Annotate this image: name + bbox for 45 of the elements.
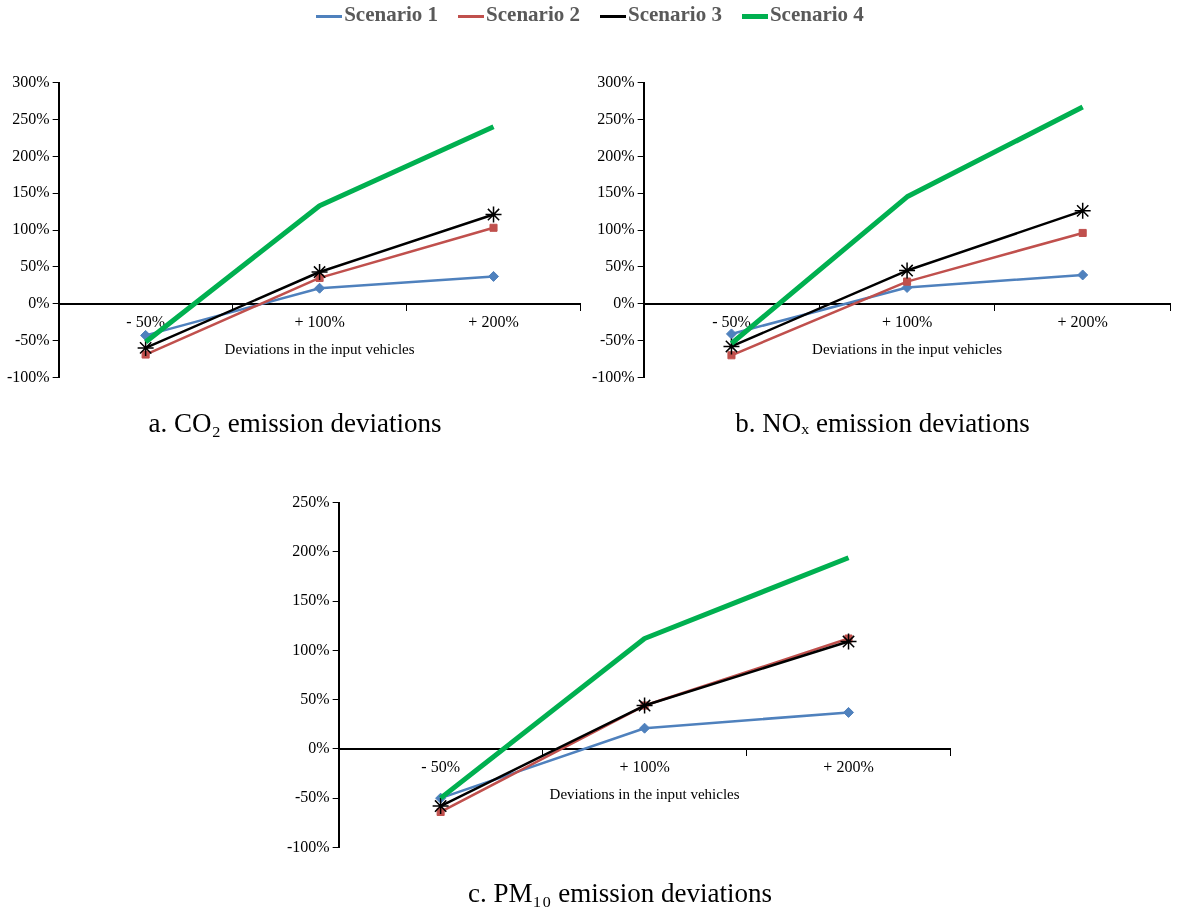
y-tick-label: 0% <box>28 293 50 311</box>
y-tick-label: 200% <box>292 542 330 560</box>
y-tick-label: 300% <box>597 72 635 90</box>
x-axis-title: Deviations in the input vehicles <box>224 340 415 357</box>
x-tick-label: + 100% <box>619 757 670 775</box>
y-tick-label: -50% <box>600 330 635 348</box>
y-tick-label: 0% <box>308 739 330 757</box>
y-tick-label: 300% <box>12 72 50 90</box>
y-tick-label: 50% <box>300 689 330 707</box>
y-tick-label: 100% <box>12 220 50 238</box>
x-tick-label: - 50% <box>126 312 165 330</box>
legend-label: Scenario 3 <box>628 2 722 26</box>
y-tick-label: 0% <box>613 293 635 311</box>
x-tick-label: + 200% <box>823 757 874 775</box>
y-tick-label: 250% <box>292 492 330 510</box>
y-tick-label: 100% <box>292 640 330 658</box>
y-tick-label: 150% <box>292 591 330 609</box>
text: c. PM₁₀ emission deviations <box>467 878 773 909</box>
legend-label: Scenario 1 <box>344 2 439 26</box>
x-tick-label: + 100% <box>881 312 933 330</box>
y-tick-label: 150% <box>597 183 635 201</box>
y-tick-label: 200% <box>597 146 635 164</box>
y-tick-label: 250% <box>597 109 635 127</box>
y-tick-label: -100% <box>592 367 635 385</box>
x-tick-label: + 200% <box>468 312 519 330</box>
y-tick-label: 200% <box>12 146 50 164</box>
legend-label: Scenario 4 <box>769 2 864 26</box>
x-axis-title: Deviations in the input vehicles <box>549 786 740 803</box>
legend-label: Scenario 2 <box>486 2 580 26</box>
y-tick-label: 50% <box>20 257 50 275</box>
y-tick-label: 50% <box>605 257 635 275</box>
y-tick-label: -50% <box>15 330 50 348</box>
x-tick-label: - 50% <box>421 757 460 775</box>
y-tick-label: -100% <box>7 367 50 385</box>
text: b. NOₓ emission deviations <box>734 408 1031 439</box>
y-tick-label: -50% <box>295 788 330 806</box>
text: a. CO₂ emission deviations <box>147 408 443 439</box>
x-tick-label: + 100% <box>294 312 345 330</box>
y-tick-label: 250% <box>12 109 50 127</box>
y-tick-label: 100% <box>597 220 635 238</box>
x-axis-title: Deviations in the input vehicles <box>812 340 1003 357</box>
x-tick-label: + 200% <box>1057 312 1108 330</box>
y-tick-label: -100% <box>287 837 330 855</box>
x-tick-label: - 50% <box>712 312 751 330</box>
y-tick-label: 150% <box>12 183 50 201</box>
